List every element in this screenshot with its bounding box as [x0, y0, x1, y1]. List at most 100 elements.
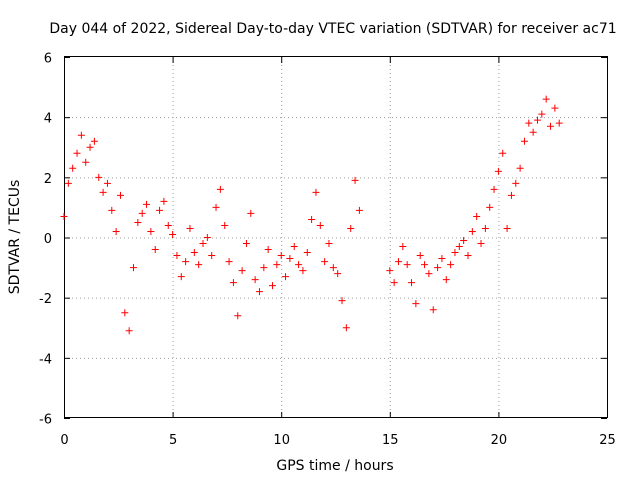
- data-point: [477, 240, 485, 248]
- data-point: [416, 252, 424, 260]
- data-point: [503, 224, 511, 232]
- data-point: [460, 237, 468, 245]
- data-point: [403, 261, 411, 269]
- data-point: [160, 197, 168, 205]
- x-axis-label: GPS time / hours: [276, 458, 393, 474]
- data-point: [394, 258, 402, 266]
- chart-title: Day 044 of 2022, Sidereal Day-to-day VTE…: [49, 21, 616, 37]
- data-point: [151, 246, 159, 254]
- data-point: [182, 258, 190, 266]
- y-tick-label: 0: [44, 232, 52, 247]
- y-tick-label: 4: [44, 112, 52, 127]
- data-point: [177, 273, 185, 281]
- data-point: [216, 185, 224, 193]
- data-point: [221, 221, 229, 229]
- data-point: [186, 224, 194, 232]
- data-point: [555, 119, 563, 127]
- data-point: [212, 203, 220, 211]
- data-point: [112, 227, 120, 235]
- data-point: [269, 282, 277, 290]
- data-point: [199, 240, 207, 248]
- data-point: [434, 264, 442, 272]
- data-point: [551, 104, 559, 112]
- data-point: [73, 149, 81, 157]
- data-point: [164, 221, 172, 229]
- data-point: [481, 224, 489, 232]
- data-point: [169, 230, 177, 238]
- data-point: [533, 116, 541, 124]
- data-point: [512, 179, 520, 187]
- data-point: [507, 191, 515, 199]
- data-point: [312, 188, 320, 196]
- data-point: [77, 131, 85, 139]
- y-tick-label: -4: [39, 352, 52, 367]
- data-point: [303, 249, 311, 257]
- data-point: [121, 309, 129, 317]
- data-point: [529, 128, 537, 136]
- data-point: [130, 264, 138, 272]
- data-point: [64, 179, 72, 187]
- data-point: [425, 270, 433, 278]
- data-point: [399, 243, 407, 251]
- axis-ticks: 0 5 10 15 20 25 -6 -4 -2 0 2 4 6: [39, 52, 616, 449]
- data-point: [321, 258, 329, 266]
- plot-frame: [64, 56, 608, 418]
- y-tick-label: -6: [39, 413, 52, 428]
- data-point: [412, 300, 420, 308]
- data-point: [329, 264, 337, 272]
- data-point: [338, 297, 346, 305]
- data-point: [273, 261, 281, 269]
- data-point: [203, 234, 211, 241]
- data-point: [147, 227, 155, 235]
- data-point: [234, 312, 242, 320]
- data-point: [438, 255, 446, 263]
- y-tick-label: 6: [44, 52, 52, 67]
- data-point: [386, 267, 394, 275]
- x-tick-label: 20: [491, 433, 508, 448]
- data-point: [82, 158, 90, 166]
- data-point: [351, 176, 359, 184]
- data-point: [138, 209, 146, 217]
- x-tick-label: 5: [169, 433, 177, 448]
- data-point: [282, 273, 290, 281]
- data-point: [473, 212, 481, 220]
- data-point: [334, 270, 342, 278]
- data-point: [525, 119, 533, 127]
- x-tick-label: 10: [273, 433, 290, 448]
- y-tick-label: 2: [44, 172, 52, 187]
- data-point: [108, 206, 116, 214]
- data-point: [290, 243, 298, 251]
- data-point: [90, 137, 98, 145]
- data-point: [195, 261, 203, 269]
- data-point: [325, 240, 333, 248]
- data-point: [308, 215, 316, 223]
- data-point: [316, 221, 324, 229]
- x-tick-label: 25: [599, 433, 616, 448]
- data-point: [86, 143, 94, 151]
- data-point: [134, 218, 142, 226]
- data-point: [229, 279, 237, 287]
- data-point: [464, 252, 472, 260]
- data-points: [60, 95, 563, 335]
- data-point: [99, 188, 107, 196]
- y-tick-label: -2: [39, 292, 52, 307]
- data-point: [455, 243, 463, 251]
- grid: [64, 57, 607, 418]
- data-point: [542, 95, 550, 103]
- data-point: [260, 264, 268, 272]
- data-point: [486, 203, 494, 211]
- data-point: [69, 164, 77, 172]
- data-point: [277, 252, 285, 260]
- data-point: [408, 279, 416, 287]
- data-point: [116, 191, 124, 199]
- data-point: [264, 246, 272, 254]
- data-point: [421, 261, 429, 269]
- data-point: [143, 200, 151, 208]
- data-point: [490, 185, 498, 193]
- data-point: [247, 209, 255, 217]
- data-point: [516, 164, 524, 172]
- data-point: [295, 261, 303, 269]
- data-point: [208, 252, 216, 260]
- data-point: [547, 122, 555, 130]
